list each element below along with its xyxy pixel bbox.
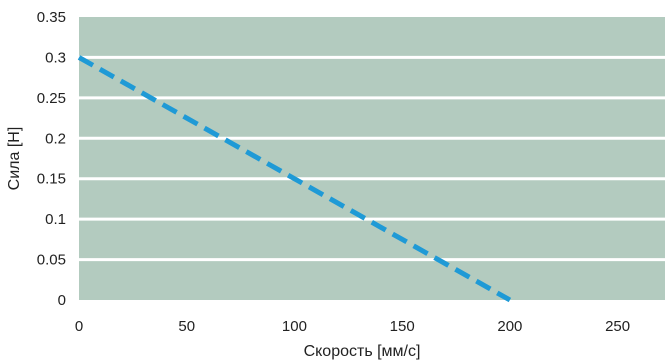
horizontal-gridlines [79,55,665,262]
y-tick-label: 0.35 [37,9,66,26]
series-line-0 [77,55,512,303]
y-tick-label: 0.15 [37,171,66,188]
y-tick-label: 0.3 [45,49,66,66]
x-axis-title: Скорость [мм/с] [304,343,421,360]
y-tick-label: 0.1 [45,211,66,228]
x-axis-tick-labels: 0 50 100 150 200 250 [75,318,630,335]
y-tick-label: 0.2 [45,130,66,147]
series-layer [77,55,512,303]
x-tick-label: 0 [75,318,83,335]
y-axis-tick-labels: 0 0.05 0.1 0.15 0.2 0.25 0.3 0.35 [37,9,66,309]
x-tick-label: 50 [178,318,195,335]
y-axis-title: Сила [Н] [6,127,23,191]
y-tick-label: 0.05 [37,252,66,269]
x-tick-label: 200 [497,318,522,335]
plot-area-background [79,17,665,300]
y-tick-label: 0.25 [37,90,66,107]
y-tick-label: 0 [58,292,66,309]
x-tick-label: 100 [282,318,307,335]
x-tick-label: 150 [390,318,415,335]
x-tick-label: 250 [605,318,630,335]
